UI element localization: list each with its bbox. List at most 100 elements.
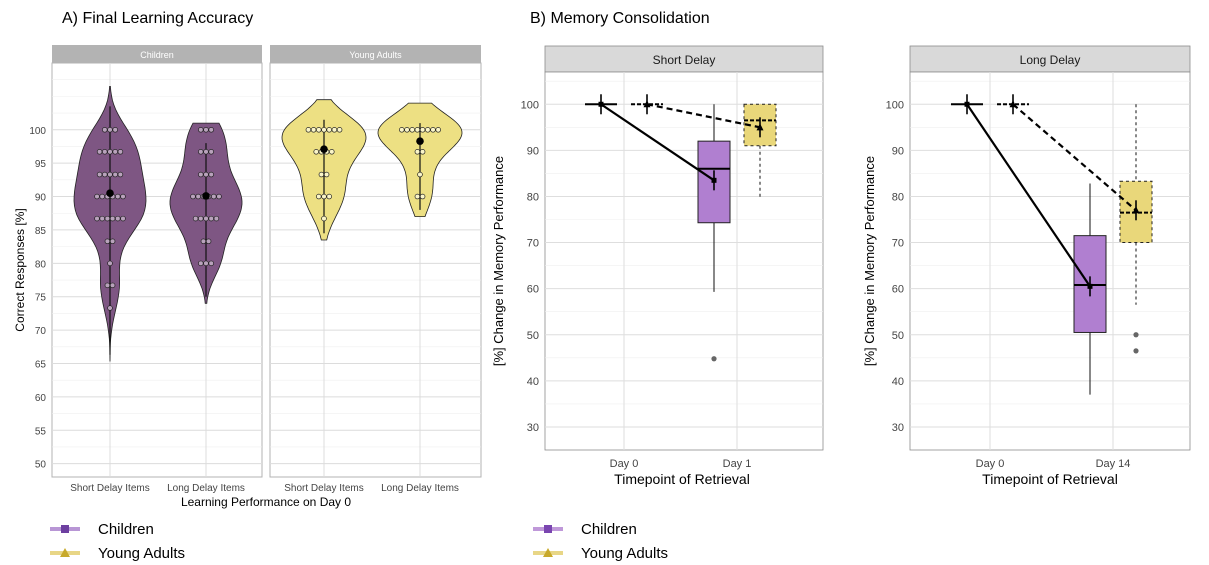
x-axis-label: Timepoint of Retrieval: [982, 471, 1118, 487]
facet-label: Children: [140, 50, 174, 60]
y-tick-label: 85: [35, 226, 47, 237]
legend-label: Children: [581, 520, 637, 538]
y-tick-label: 60: [892, 284, 904, 296]
data-point: [99, 193, 105, 200]
data-point: [326, 193, 332, 200]
data-point: [102, 149, 108, 155]
data-point: [321, 127, 327, 133]
data-point: [198, 260, 204, 267]
data-point: [435, 127, 441, 133]
facet-panel-a-0: Children: [51, 45, 263, 478]
y-tick-label: 30: [892, 422, 904, 434]
data-point: [321, 193, 327, 200]
mean-line-children: [966, 103, 1091, 287]
data-point: [425, 127, 431, 133]
data-point: [94, 193, 100, 200]
plot-panel: [909, 71, 1191, 451]
data-point: [200, 238, 207, 245]
y-tick-label: 70: [892, 238, 904, 250]
y-tick-label: 30: [527, 422, 539, 434]
facet-panel-b-1: Long Delay 30 40 50 60 70 80 90 100 [%] Change in…: [862, 45, 1191, 487]
x-tick-label: Short Delay Items: [70, 483, 149, 494]
y-tick-label: 100: [521, 99, 539, 111]
x-tick-label: Day 0: [610, 458, 639, 470]
mean-marker-triangle: [1132, 206, 1140, 214]
x-axis-label: Learning Performance on Day 0: [181, 495, 351, 509]
violin-children-0: [73, 86, 147, 362]
figure-canvas: Children Young Adults 50 55 60 65 70 75 80 85 90 95…: [13, 45, 1191, 509]
data-point: [195, 193, 201, 200]
mean-marker-triangle: [643, 100, 651, 108]
data-point: [318, 171, 325, 178]
facet-strip: [544, 45, 824, 73]
facet-strip: [270, 45, 481, 63]
data-point: [414, 127, 421, 133]
y-tick-label: 50: [35, 460, 47, 471]
data-point: [417, 171, 423, 178]
data-point: [326, 127, 332, 133]
data-point: [94, 215, 100, 222]
mean-marker-square: [598, 101, 604, 107]
data-point: [208, 171, 214, 178]
y-tick-label: 80: [527, 191, 539, 203]
data-point: [107, 127, 113, 133]
data-point: [109, 238, 116, 245]
data-point: [329, 149, 335, 155]
data-point: [211, 193, 217, 200]
y-tick-label: 65: [35, 359, 47, 370]
y-tick-label: 70: [527, 238, 539, 250]
data-point: [120, 193, 126, 200]
y-axis-label: Correct Responses [%]: [13, 208, 27, 331]
legend-swatch-square-icon: [50, 525, 80, 533]
mean-point: [106, 189, 114, 198]
data-point: [316, 127, 322, 133]
y-tick-label: 50: [892, 330, 904, 342]
data-point: [414, 193, 421, 200]
y-tick-label: 75: [35, 293, 47, 304]
x-axis-label: Timepoint of Retrieval: [614, 471, 750, 487]
legend-swatch-square-icon: [533, 525, 563, 533]
x-tick-label: Short Delay Items: [284, 483, 363, 494]
facet-panel-b-0: Short Delay 30 40 50 60 70 80 90 100 [%] Change i…: [491, 45, 824, 487]
facet-panel-a-1: Young Adults: [269, 45, 482, 478]
mean-marker-triangle: [756, 123, 764, 131]
data-point: [120, 215, 126, 222]
data-point: [107, 149, 113, 155]
data-point: [323, 171, 330, 178]
y-tick-label: 40: [527, 376, 539, 388]
x-tick-label: Day 0: [976, 458, 1005, 470]
data-point: [409, 127, 415, 133]
data-point: [115, 215, 121, 222]
violin-young-adults-0: [281, 99, 367, 241]
data-point: [419, 127, 426, 133]
data-point: [310, 127, 317, 133]
data-point: [117, 171, 124, 178]
outlier-point: [1133, 348, 1139, 354]
data-point: [112, 127, 118, 133]
legend-label: Young Adults: [98, 544, 186, 562]
data-point: [316, 193, 322, 200]
data-point: [109, 215, 116, 222]
facet-label: Long Delay: [1020, 53, 1081, 67]
data-point: [419, 193, 426, 200]
violin-young-adults-1: [377, 102, 463, 217]
panel-b-title: B) Memory Consolidation: [530, 10, 710, 27]
data-point: [321, 215, 327, 222]
y-tick-label: 55: [35, 426, 47, 437]
y-tick-label: 90: [527, 145, 539, 157]
x-tick-label: Day 14: [1096, 458, 1131, 470]
y-tick-label: 70: [35, 326, 47, 337]
data-point: [208, 215, 214, 222]
data-point: [107, 171, 113, 178]
data-point: [203, 127, 209, 133]
data-point: [336, 127, 343, 133]
data-point: [96, 149, 103, 155]
y-tick-label: 80: [35, 259, 47, 270]
data-point: [104, 282, 111, 289]
data-point: [104, 238, 111, 245]
data-point: [203, 171, 209, 178]
mean-line-young-adults: [1012, 103, 1137, 212]
x-tick-label: Long Delay Items: [381, 483, 459, 494]
data-point: [115, 193, 121, 200]
data-point: [213, 215, 220, 222]
